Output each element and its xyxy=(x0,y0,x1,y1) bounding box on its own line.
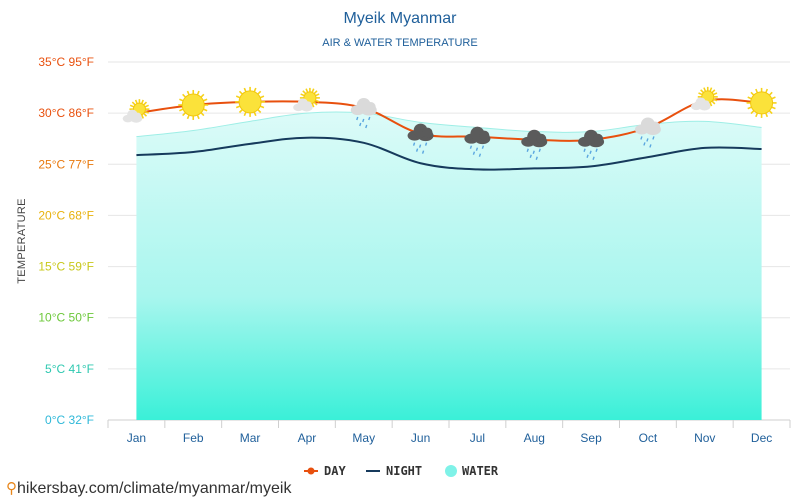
legend-item-water: WATER xyxy=(445,464,499,478)
water-series-area xyxy=(136,111,762,421)
sun-cloud-icon xyxy=(122,99,150,123)
x-tick-label: Aug xyxy=(524,431,545,445)
y-tick-label: 35°C 95°F xyxy=(38,55,94,69)
x-tick-label: Jan xyxy=(127,431,146,445)
y-tick-label: 10°C 50°F xyxy=(38,311,94,325)
cloud-rain-icon xyxy=(350,98,377,129)
legend-item-night: NIGHT xyxy=(366,464,422,478)
x-tick-label: Mar xyxy=(240,431,261,445)
sun-cloud-icon xyxy=(691,86,718,111)
x-tick-labels: Jan Feb Mar Apr May Jun Jul Aug Sep Oct Nov Dec xyxy=(127,431,773,445)
x-tick-label: Oct xyxy=(639,431,658,445)
x-tick-label: Jun xyxy=(411,431,430,445)
y-tick-label: 20°C 68°F xyxy=(38,208,94,222)
legend-label: DAY xyxy=(324,464,346,478)
y-tick-label: 30°C 86°F xyxy=(38,106,94,120)
storm-rain-icon xyxy=(464,126,491,157)
x-tick-label: Jul xyxy=(470,431,485,445)
y-tick-labels: 35°C 95°F 30°C 86°F 25°C 77°F 20°C 68°F 15°C… xyxy=(38,55,94,427)
legend-label: WATER xyxy=(462,464,499,478)
legend-item-day: DAY xyxy=(304,464,346,478)
weather-icons xyxy=(122,86,777,160)
x-tick-label: Apr xyxy=(298,431,317,445)
y-tick-label: 15°C 59°F xyxy=(38,260,94,274)
y-tick-label: 25°C 77°F xyxy=(38,157,94,171)
cloud-rain-icon xyxy=(634,117,661,148)
chart-subtitle: AIR & WATER TEMPERATURE xyxy=(322,37,477,49)
footer[interactable]: ⚲hikersbay.com/climate/myanmar/myeik xyxy=(6,479,291,498)
legend: DAY NIGHT WATER xyxy=(304,464,499,478)
storm-rain-icon xyxy=(407,123,434,154)
footer-link[interactable]: hikersbay.com/climate/myanmar/myeik xyxy=(17,480,292,497)
x-tick-label: Feb xyxy=(183,431,204,445)
legend-label: NIGHT xyxy=(386,464,422,478)
sun-icon xyxy=(746,87,777,118)
sun-icon xyxy=(178,89,209,120)
storm-rain-icon xyxy=(521,129,548,160)
storm-rain-icon xyxy=(578,129,605,160)
map-pin-icon: ⚲ xyxy=(6,480,17,497)
sun-cloud-icon xyxy=(293,87,320,112)
y-tick-label: 0°C 32°F xyxy=(45,413,94,427)
water-area xyxy=(136,111,762,421)
night-series-line xyxy=(136,136,762,171)
temperature-chart: Myeik Myanmar AIR & WATER TEMPERATURE TE… xyxy=(16,10,791,478)
sun-icon xyxy=(235,86,266,117)
y-tick-label: 5°C 41°F xyxy=(45,362,94,376)
x-tick-label: Sep xyxy=(580,431,602,445)
chart-title: Myeik Myanmar xyxy=(344,10,458,27)
x-tick-label: May xyxy=(352,431,375,445)
x-tick-label: Dec xyxy=(751,431,772,445)
x-tick-label: Nov xyxy=(694,431,715,445)
y-axis-label: TEMPERATURE xyxy=(16,198,28,284)
